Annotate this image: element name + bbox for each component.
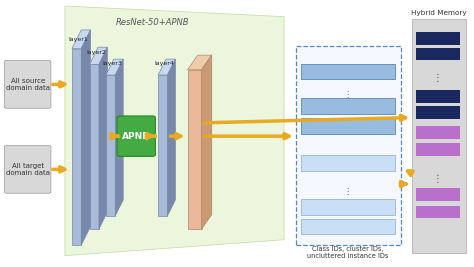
Text: All source
domain data: All source domain data: [6, 78, 50, 91]
Text: ResNet-50+APNB: ResNet-50+APNB: [116, 18, 190, 27]
Bar: [301, 64, 395, 79]
Polygon shape: [90, 47, 107, 64]
Polygon shape: [115, 59, 123, 216]
Text: layer3: layer3: [102, 61, 122, 66]
Bar: [416, 126, 460, 139]
Text: Hybrid Memory: Hybrid Memory: [411, 10, 466, 16]
Bar: [412, 19, 466, 253]
Polygon shape: [65, 6, 284, 256]
Bar: [158, 75, 167, 216]
Polygon shape: [188, 55, 212, 70]
FancyBboxPatch shape: [117, 116, 155, 156]
Polygon shape: [167, 59, 175, 216]
Bar: [416, 48, 460, 60]
Polygon shape: [158, 59, 175, 75]
Bar: [301, 98, 395, 113]
Bar: [188, 70, 201, 229]
Text: All target
domain data: All target domain data: [6, 163, 50, 176]
Text: APNB: APNB: [122, 132, 150, 141]
Text: ⋮: ⋮: [433, 174, 443, 184]
Bar: [106, 75, 115, 216]
Text: layer2: layer2: [86, 50, 106, 55]
Bar: [416, 206, 460, 218]
Bar: [301, 155, 395, 171]
Bar: [72, 49, 81, 245]
FancyBboxPatch shape: [4, 146, 51, 193]
Bar: [301, 199, 395, 214]
Bar: [416, 189, 460, 201]
Polygon shape: [201, 55, 212, 229]
FancyBboxPatch shape: [4, 60, 51, 108]
Bar: [416, 143, 460, 156]
Text: ⋮: ⋮: [433, 73, 443, 83]
Bar: [416, 90, 460, 103]
Polygon shape: [72, 30, 91, 49]
Text: ⋮: ⋮: [344, 187, 352, 197]
Bar: [416, 106, 460, 119]
Polygon shape: [106, 59, 123, 75]
Polygon shape: [81, 30, 91, 245]
Text: ⋮: ⋮: [344, 90, 352, 99]
Bar: [301, 118, 395, 134]
FancyBboxPatch shape: [296, 46, 401, 245]
Text: layer1: layer1: [69, 37, 89, 42]
Bar: [90, 64, 99, 229]
Text: layer4: layer4: [155, 61, 174, 66]
Bar: [416, 32, 460, 45]
Bar: [301, 219, 395, 234]
Text: Class IDs, cluster IDs,
uncluttered instance IDs: Class IDs, cluster IDs, uncluttered inst…: [307, 246, 389, 259]
Polygon shape: [99, 47, 107, 229]
